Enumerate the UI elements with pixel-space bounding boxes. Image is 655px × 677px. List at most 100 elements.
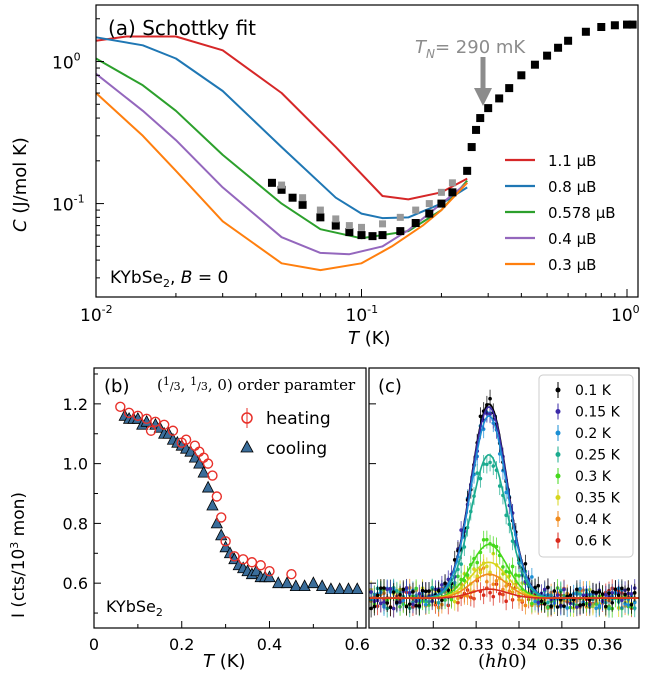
a-data-point bbox=[299, 194, 307, 202]
a-xtick-label: 100 bbox=[611, 303, 640, 326]
c-data-point bbox=[488, 396, 492, 401]
c-xtick-label: 0.32 bbox=[415, 635, 451, 654]
c-data-point bbox=[533, 599, 537, 604]
panel-b-xlabel: T (K) bbox=[203, 651, 246, 672]
panel-c-xlabel: (hh0) bbox=[478, 651, 527, 672]
c-data-point bbox=[401, 587, 406, 592]
a-data-point bbox=[543, 51, 552, 60]
panel-b-label: (b) bbox=[104, 376, 129, 397]
c-data-point bbox=[478, 414, 483, 419]
b-ytick-label: 1.2 bbox=[63, 395, 88, 414]
b-heating-point bbox=[150, 416, 161, 427]
c-data-point bbox=[472, 567, 476, 571]
b-heating-point bbox=[115, 401, 126, 413]
b-cooling-point bbox=[184, 444, 197, 457]
a-curve-1-1-b bbox=[95, 35, 468, 201]
c-data-point bbox=[620, 598, 624, 603]
b-cooling-point bbox=[140, 414, 153, 427]
a-legend-label: 0.578 μB bbox=[548, 204, 616, 222]
c-legend-frame bbox=[538, 374, 634, 558]
a-data-point bbox=[411, 219, 420, 228]
b-cooling-point bbox=[351, 582, 364, 595]
a-ytick-label: 10-1 bbox=[52, 193, 85, 216]
c-data-point bbox=[485, 564, 489, 569]
panel-b-ticks: 0 0.2 0.4 0.6 0.6 0.8 1.0 1.2 bbox=[63, 373, 370, 654]
a-data-point bbox=[517, 71, 526, 80]
c-data-point bbox=[375, 593, 380, 598]
c-data-point bbox=[504, 569, 508, 574]
panel-c: 0.32 0.33 0.34 0.35 0.36 (c) 0.1 K 0.15 K 0.2 … bbox=[368, 367, 640, 672]
c-legend-label: 0.2 K bbox=[575, 426, 612, 442]
panel-b-frame bbox=[93, 367, 367, 629]
tn-annotation: TN= 290 mK bbox=[415, 37, 526, 106]
b-ytick-label: 0.6 bbox=[63, 574, 88, 593]
c-data-point bbox=[530, 601, 534, 606]
b-cooling-point bbox=[342, 582, 355, 595]
a-curve-0-3-b bbox=[95, 92, 468, 272]
c-legend-marker bbox=[555, 430, 561, 436]
c-data-point bbox=[420, 588, 425, 593]
a-data-point bbox=[484, 104, 493, 113]
c-data-point bbox=[423, 602, 428, 607]
panel-b-sample-label: KYbSe2 bbox=[106, 597, 163, 619]
a-data-point bbox=[379, 220, 387, 228]
b-cooling-point bbox=[333, 582, 346, 595]
c-data-point bbox=[594, 590, 598, 595]
c-data-point bbox=[539, 599, 544, 604]
a-data-point bbox=[628, 20, 637, 29]
c-legend-label: 0.6 K bbox=[575, 534, 612, 550]
c-data-point bbox=[562, 587, 566, 592]
panel-a-frame bbox=[95, 4, 639, 298]
c-data-point bbox=[411, 590, 415, 594]
c-data-point bbox=[488, 590, 492, 595]
c-legend-label: 0.3 K bbox=[575, 469, 612, 485]
c-data-point bbox=[488, 412, 492, 416]
c-legend-label: 0.15 K bbox=[575, 405, 621, 421]
panel-b-ylabel: I (cts/103 mon) bbox=[8, 492, 29, 618]
tn-arrow-head bbox=[474, 88, 492, 106]
a-data-point bbox=[331, 221, 340, 230]
a-data-point bbox=[448, 179, 456, 187]
c-legend-marker bbox=[555, 409, 561, 414]
b-cooling-point bbox=[315, 579, 329, 592]
c-data-point bbox=[398, 592, 402, 597]
c-data-point bbox=[423, 589, 428, 594]
a-data-point bbox=[467, 143, 476, 152]
b-heating-point bbox=[255, 560, 266, 571]
c-data-point bbox=[414, 603, 418, 608]
panel-b-title: (1/3, 1/3, 0) order paramter bbox=[157, 375, 356, 394]
a-data-point bbox=[476, 114, 485, 123]
c-data-point bbox=[436, 588, 441, 593]
c-legend-marker bbox=[555, 538, 561, 543]
b-cooling-point bbox=[324, 582, 338, 595]
c-data-point bbox=[594, 606, 598, 611]
c-data-point bbox=[530, 575, 534, 579]
panel-c-frame bbox=[368, 367, 640, 629]
c-data-point bbox=[536, 583, 541, 588]
c-data-point bbox=[517, 574, 521, 578]
b-cooling-point bbox=[307, 576, 320, 589]
c-data-point bbox=[629, 592, 634, 596]
c-legend-marker bbox=[555, 387, 561, 393]
c-data-point bbox=[626, 603, 631, 607]
c-data-point bbox=[620, 586, 624, 591]
c-data-point bbox=[562, 604, 566, 608]
c-legend-label: 0.35 K bbox=[575, 491, 621, 507]
b-heating-point bbox=[189, 440, 201, 451]
c-data-point bbox=[546, 585, 550, 590]
b-heating-point bbox=[132, 410, 144, 422]
b-heating-point bbox=[220, 536, 231, 547]
c-data-point bbox=[475, 560, 480, 565]
a-data-point bbox=[396, 213, 404, 221]
c-data-point bbox=[610, 601, 615, 605]
c-data-point bbox=[385, 601, 390, 605]
c-data-point bbox=[575, 605, 579, 609]
b-heating-point bbox=[207, 470, 218, 481]
b-heating-point bbox=[229, 551, 240, 562]
c-legend-marker bbox=[555, 516, 561, 522]
c-data-point bbox=[382, 600, 386, 604]
c-data-point bbox=[497, 591, 502, 596]
b-cooling-point bbox=[201, 480, 215, 493]
panel-a-data-points bbox=[267, 20, 637, 241]
c-data-point bbox=[623, 592, 627, 597]
